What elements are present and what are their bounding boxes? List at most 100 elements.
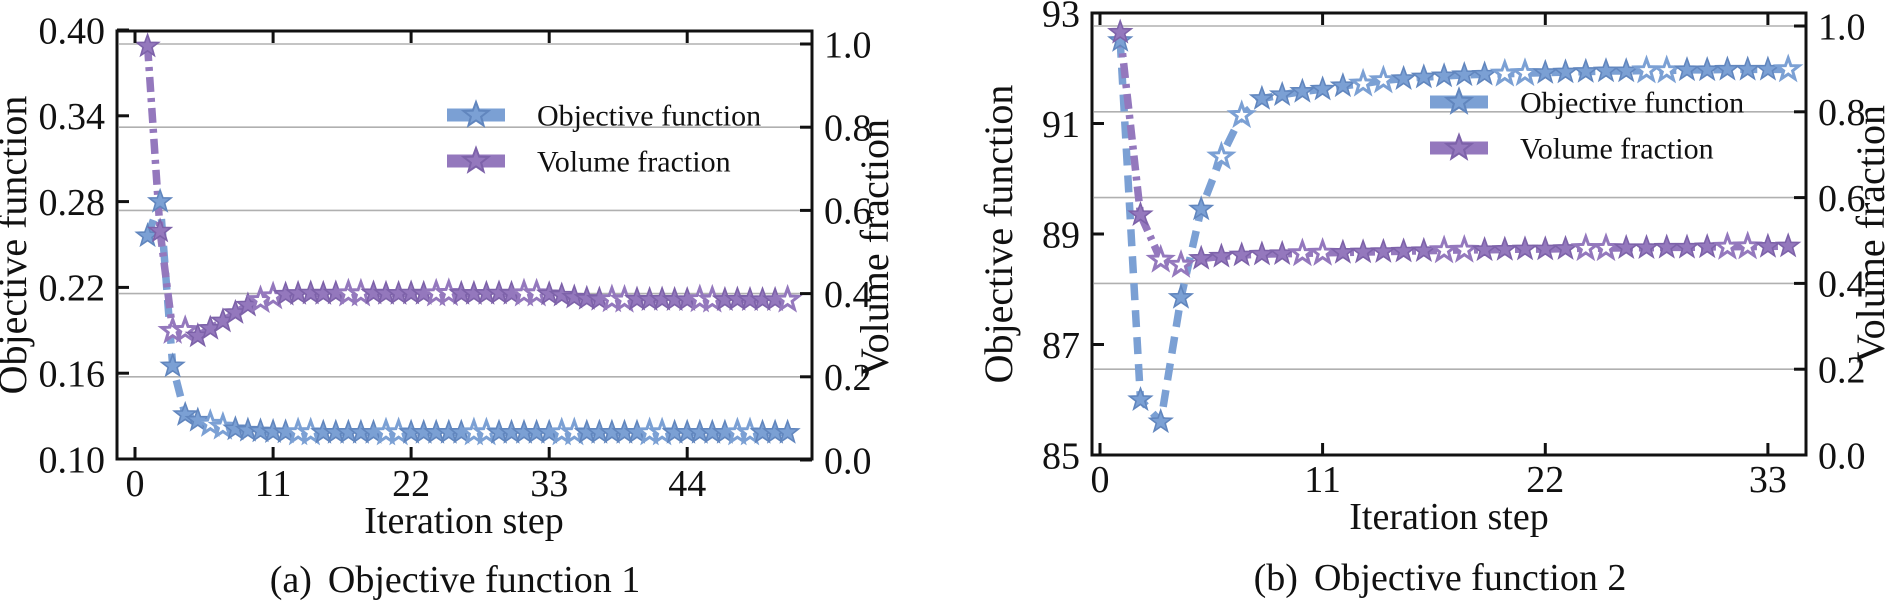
x-tick-label: 11 bbox=[1304, 459, 1341, 501]
star-marker bbox=[1653, 233, 1680, 259]
star-marker bbox=[1127, 200, 1154, 227]
left-tick-label: 0.28 bbox=[39, 182, 106, 224]
chart-a-caption-text: Objective function 1 bbox=[328, 559, 640, 601]
left-tick-label: 0.40 bbox=[39, 10, 106, 52]
star-marker bbox=[1107, 18, 1134, 44]
star-marker bbox=[1165, 249, 1197, 278]
star-marker bbox=[772, 283, 803, 313]
star-marker bbox=[1347, 67, 1379, 97]
star-marker bbox=[1410, 63, 1438, 89]
star-marker bbox=[1592, 57, 1620, 83]
legend-star-icon bbox=[1443, 132, 1475, 161]
chart-a-y-axis-label-left: Objective function bbox=[0, 96, 35, 395]
star-marker bbox=[1552, 234, 1579, 260]
chart-a-plot: 0 11 22 33 44 0.10 0.16 0.22 0.28 0.34 0.40 0.0 0.2 0… bbox=[39, 10, 872, 505]
star-marker bbox=[1287, 237, 1318, 267]
chart-a-legend-label-volume: Volume fraction bbox=[537, 146, 731, 179]
star-marker bbox=[1772, 53, 1804, 83]
star-marker bbox=[134, 32, 161, 58]
star-marker bbox=[159, 352, 186, 378]
star-marker bbox=[1329, 72, 1357, 98]
chart-b-legend bbox=[1430, 86, 1488, 161]
star-marker bbox=[1226, 99, 1257, 129]
series-objective-function-line bbox=[144, 197, 788, 437]
star-marker bbox=[1774, 232, 1802, 258]
star-marker bbox=[170, 314, 201, 344]
star-marker bbox=[1509, 57, 1541, 87]
right-tick-label: 0.8 bbox=[1818, 92, 1866, 134]
star-marker bbox=[1673, 56, 1701, 82]
star-marker bbox=[1268, 80, 1296, 107]
star-marker bbox=[1532, 58, 1559, 84]
chart-b-x-axis-label: Iteration step bbox=[1349, 496, 1548, 538]
chart-a-y-axis-label-right: Volume fraction bbox=[852, 119, 897, 377]
chart-b-legend-label-volume: Volume fraction bbox=[1520, 133, 1714, 166]
star-marker bbox=[561, 283, 588, 309]
star-marker bbox=[1329, 238, 1357, 264]
left-tick-label: 0.16 bbox=[39, 354, 106, 396]
star-marker bbox=[1673, 233, 1701, 259]
star-marker bbox=[1613, 233, 1640, 260]
star-marker bbox=[1127, 385, 1154, 412]
x-tick-label: 11 bbox=[255, 463, 292, 505]
star-marker bbox=[1613, 57, 1640, 83]
star-marker bbox=[1268, 239, 1296, 266]
star-marker bbox=[1651, 54, 1682, 84]
right-tick-label: 0.0 bbox=[1818, 435, 1866, 477]
star-marker bbox=[172, 400, 199, 426]
star-marker bbox=[1410, 236, 1438, 263]
left-tick-label: 89 bbox=[1042, 214, 1080, 256]
chart-a-legend bbox=[447, 99, 505, 174]
star-marker bbox=[207, 410, 239, 440]
star-marker bbox=[1570, 232, 1601, 262]
left-tick-label: 91 bbox=[1042, 104, 1080, 146]
star-marker bbox=[1309, 75, 1336, 101]
x-tick-label: 22 bbox=[1526, 459, 1564, 501]
star-marker bbox=[1491, 235, 1518, 261]
star-marker bbox=[1633, 233, 1660, 260]
x-tick-label: 0 bbox=[1091, 459, 1110, 501]
left-tick-label: 0.22 bbox=[39, 268, 106, 310]
chart-a-caption: (a) Objective function 1 bbox=[270, 559, 641, 601]
star-marker bbox=[1188, 244, 1215, 270]
star-marker bbox=[1248, 240, 1276, 266]
right-tick-label: 0.4 bbox=[1818, 264, 1866, 306]
x-tick-label: 22 bbox=[392, 463, 430, 505]
star-marker bbox=[146, 187, 174, 213]
star-marker bbox=[1307, 236, 1338, 266]
star-marker bbox=[222, 415, 249, 441]
left-tick-label: 87 bbox=[1042, 325, 1080, 367]
chart-b-legend-label-objective: Objective function bbox=[1520, 87, 1744, 120]
star-marker bbox=[535, 280, 563, 306]
star-marker bbox=[1349, 238, 1377, 264]
star-marker bbox=[1511, 235, 1539, 261]
star-marker bbox=[1451, 61, 1478, 87]
right-tick-label: 0.0 bbox=[824, 440, 872, 482]
right-tick-label: 1.0 bbox=[824, 24, 872, 66]
star-marker bbox=[1714, 55, 1741, 81]
chart-a-legend-label-objective: Objective function bbox=[537, 100, 761, 133]
star-marker bbox=[1167, 283, 1195, 309]
star-marker bbox=[1754, 232, 1782, 258]
right-tick-label: 0.8 bbox=[824, 108, 872, 150]
star-marker bbox=[1732, 230, 1763, 260]
right-tick-label: 0.4 bbox=[824, 274, 872, 316]
chart-b-y-axis-label-right: Volume fraction bbox=[1848, 105, 1893, 363]
star-marker bbox=[1430, 62, 1458, 88]
star-marker bbox=[146, 217, 174, 243]
star-marker bbox=[1208, 242, 1235, 268]
star-marker bbox=[1248, 84, 1276, 110]
star-marker bbox=[1390, 237, 1417, 263]
legend-star-icon bbox=[460, 145, 492, 174]
x-tick-label: 33 bbox=[530, 463, 568, 505]
star-marker bbox=[1449, 233, 1480, 263]
star-marker bbox=[1289, 77, 1316, 103]
chart-b-plot: 0 11 22 33 85 87 89 91 93 0.0 0.2 0.4 0.6 0.8 1.0 bbox=[1042, 0, 1866, 501]
chart-b-y-axis-label-left: Objective function bbox=[976, 85, 1021, 384]
right-tick-label: 0.2 bbox=[1818, 350, 1866, 392]
x-tick-label: 44 bbox=[668, 463, 706, 505]
left-tick-label: 85 bbox=[1042, 435, 1080, 477]
right-tick-label: 0.2 bbox=[824, 357, 872, 399]
star-marker bbox=[1147, 408, 1174, 434]
